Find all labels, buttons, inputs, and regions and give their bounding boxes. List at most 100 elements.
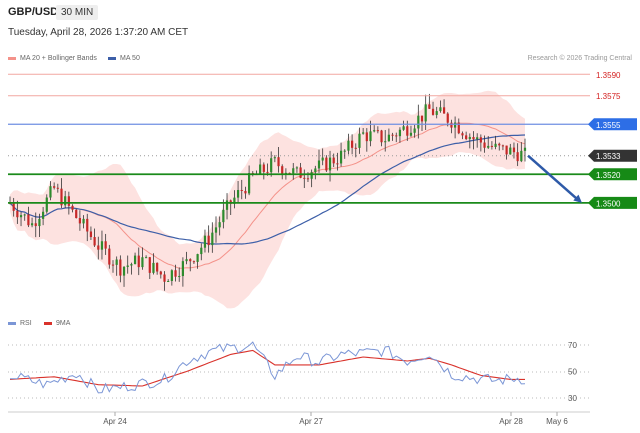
candle bbox=[181, 257, 184, 287]
legend-9ma: 9MA bbox=[44, 320, 70, 327]
candle-body bbox=[104, 241, 107, 249]
rsi-tick-70: 70 bbox=[568, 341, 577, 350]
x-tick-label: Apr 24 bbox=[103, 417, 127, 426]
candle bbox=[439, 100, 442, 113]
level-label-1.3520: 1.3520 bbox=[596, 171, 621, 180]
candle bbox=[170, 269, 173, 286]
candle bbox=[325, 155, 328, 172]
candle-body bbox=[362, 132, 365, 134]
candle bbox=[472, 131, 475, 150]
candle-body bbox=[27, 214, 30, 226]
candle-body bbox=[126, 265, 129, 267]
candle-body bbox=[152, 262, 155, 273]
candle-body bbox=[141, 257, 144, 268]
candle bbox=[376, 126, 379, 134]
candle-body bbox=[281, 166, 284, 174]
candle bbox=[420, 115, 424, 132]
candle bbox=[299, 162, 302, 179]
candle-body bbox=[490, 145, 493, 147]
candle-body bbox=[380, 130, 383, 143]
candle-body bbox=[505, 145, 508, 155]
candle-body bbox=[38, 218, 41, 227]
candle-body bbox=[487, 145, 490, 148]
candle bbox=[56, 183, 59, 193]
candle bbox=[225, 193, 229, 220]
candle bbox=[64, 190, 67, 208]
candle bbox=[505, 145, 508, 160]
candle-body bbox=[100, 241, 104, 250]
legend-rsi: RSI bbox=[8, 320, 32, 327]
candle-body bbox=[351, 140, 354, 148]
candle bbox=[233, 190, 236, 209]
candle-body bbox=[516, 152, 519, 162]
candle bbox=[145, 255, 148, 259]
candle bbox=[365, 128, 368, 152]
candle bbox=[281, 164, 284, 180]
timeframe-badge[interactable]: 30 MIN bbox=[56, 5, 99, 20]
candle-body bbox=[262, 164, 265, 172]
candle bbox=[203, 229, 207, 253]
candle-body bbox=[277, 157, 280, 167]
candle-body bbox=[240, 189, 243, 191]
datetime-label: Tuesday, April 28, 2026 1:37:20 AM CET bbox=[8, 27, 189, 38]
candle-body bbox=[417, 115, 420, 129]
legend-label-rsi: RSI bbox=[20, 320, 32, 327]
candle bbox=[82, 215, 85, 229]
level-tag-1.3555 bbox=[588, 118, 637, 131]
level-label-1.3575: 1.3575 bbox=[596, 92, 621, 101]
candle bbox=[196, 253, 199, 269]
candle bbox=[295, 166, 299, 173]
candle-body bbox=[450, 122, 453, 128]
candle bbox=[45, 194, 48, 214]
candle-body bbox=[457, 122, 460, 134]
candle bbox=[347, 133, 350, 155]
x-tick-label: Apr 28 bbox=[499, 417, 523, 426]
candle bbox=[248, 165, 251, 196]
candle-body bbox=[387, 134, 390, 142]
candle-body bbox=[343, 150, 346, 152]
candle bbox=[130, 262, 133, 275]
candle bbox=[292, 163, 295, 180]
candle bbox=[343, 149, 346, 159]
candle bbox=[30, 217, 34, 228]
candle-body bbox=[295, 167, 299, 169]
candle-body bbox=[16, 210, 19, 218]
legend-swatch-rsi bbox=[8, 322, 16, 325]
candle-body bbox=[314, 168, 317, 173]
candle-body bbox=[119, 259, 122, 276]
candle bbox=[49, 181, 52, 201]
candle bbox=[71, 204, 74, 213]
candle-body bbox=[97, 245, 100, 250]
candle-body bbox=[339, 150, 343, 164]
level-label-1.3500: 1.3500 bbox=[596, 199, 621, 208]
legend-label-ma50: MA 50 bbox=[120, 55, 140, 62]
candle-body bbox=[468, 136, 471, 140]
candle bbox=[351, 134, 354, 155]
candle-body bbox=[78, 217, 81, 224]
candle-body bbox=[211, 232, 214, 246]
forecast-arrow-shaft bbox=[527, 154, 579, 201]
candle bbox=[303, 169, 306, 189]
candle bbox=[523, 138, 527, 162]
candle-body bbox=[520, 150, 523, 162]
candle-body bbox=[222, 209, 225, 223]
candle bbox=[185, 251, 188, 265]
candle bbox=[398, 127, 402, 143]
candle bbox=[354, 143, 357, 158]
candle bbox=[369, 120, 372, 147]
candle-body bbox=[248, 173, 251, 194]
candle bbox=[111, 260, 115, 273]
candle-body bbox=[259, 164, 262, 175]
candle-body bbox=[93, 237, 96, 246]
candle-body bbox=[431, 108, 435, 115]
candle bbox=[314, 165, 317, 180]
candle-body bbox=[365, 132, 368, 142]
candle-body bbox=[446, 113, 449, 123]
candle bbox=[27, 206, 30, 228]
candle-body bbox=[145, 257, 148, 259]
candle-body bbox=[369, 131, 372, 142]
rsi-tick-50: 50 bbox=[568, 368, 577, 377]
legend-swatch-ma50 bbox=[108, 57, 116, 60]
candle bbox=[137, 247, 140, 276]
